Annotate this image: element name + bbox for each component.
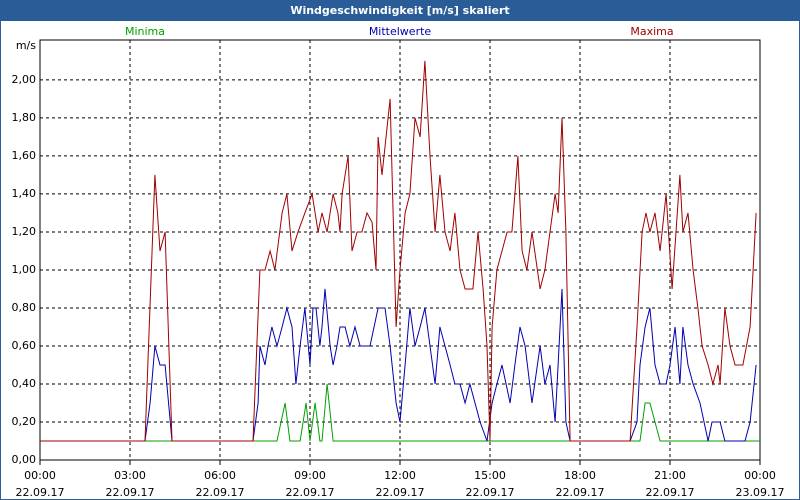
x-tick-label: 03:00 22.09.17 bbox=[105, 469, 155, 499]
y-tick-label: 1,20 bbox=[12, 225, 37, 238]
x-tick-label: 00:00 23.09.17 bbox=[735, 469, 785, 499]
x-tick-label: 15:00 22.09.17 bbox=[465, 469, 515, 499]
line bbox=[40, 383, 760, 442]
x-tick-label: 06:00 22.09.17 bbox=[195, 469, 245, 499]
legend-label: Minima bbox=[125, 25, 165, 38]
line bbox=[40, 288, 757, 442]
legend-label: Maxima bbox=[630, 25, 673, 38]
y-tick-label: 1,00 bbox=[12, 263, 37, 276]
x-tick-label: 18:00 22.09.17 bbox=[555, 469, 605, 499]
x-tick-label: 12:00 22.09.17 bbox=[375, 469, 425, 499]
y-tick-label: 0,40 bbox=[12, 377, 37, 390]
y-tick-label: 1,80 bbox=[12, 111, 37, 124]
x-tick-label: 09:00 22.09.17 bbox=[285, 469, 335, 499]
chart-title: Windgeschwindigkeit [m/s] skaliert bbox=[290, 4, 509, 17]
y-tick-label: 2,00 bbox=[12, 73, 37, 86]
plot-border bbox=[39, 39, 761, 461]
legend-label: Mittelwerte bbox=[369, 25, 432, 38]
y-tick-label: 0,80 bbox=[12, 301, 37, 314]
y-tick-label: 0,00 bbox=[12, 453, 37, 466]
y-tick-label: 0,20 bbox=[12, 415, 37, 428]
line bbox=[40, 60, 757, 442]
title-bar bbox=[0, 0, 800, 21]
x-tick-label: 00:00 22.09.17 bbox=[15, 469, 65, 499]
x-tick-label: 21:00 22.09.17 bbox=[645, 469, 695, 499]
y-tick-label: 1,40 bbox=[12, 187, 37, 200]
y-tick-label: 1,60 bbox=[12, 149, 37, 162]
y-unit: m/s bbox=[16, 39, 36, 52]
y-tick-label: 0,60 bbox=[12, 339, 37, 352]
